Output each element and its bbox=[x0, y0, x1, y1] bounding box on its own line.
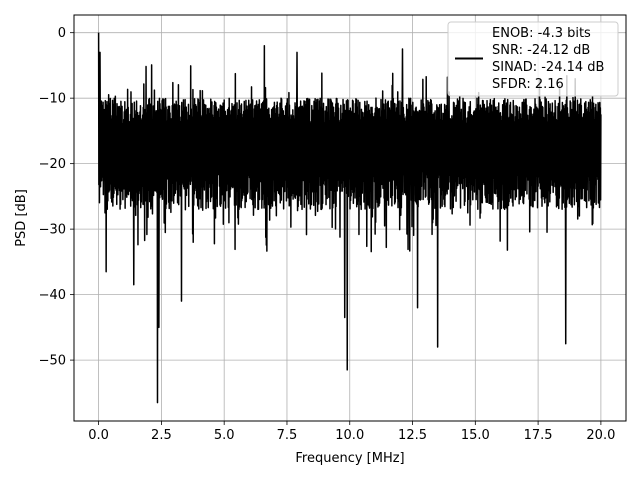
x-tick-label: 5.0 bbox=[214, 428, 235, 443]
x-tick-label: 20.0 bbox=[586, 428, 615, 443]
legend-line-snr: SNR: -24.12 dB bbox=[492, 43, 590, 58]
x-tick-label: 0.0 bbox=[88, 428, 109, 443]
x-tick-label: 15.0 bbox=[461, 428, 490, 443]
legend-line-sinad: SINAD: -24.14 dB bbox=[492, 60, 604, 75]
psd-series bbox=[97, 32, 602, 404]
x-axis-label: Frequency [MHz] bbox=[295, 451, 404, 466]
legend: ENOB: -4.3 bits SNR: -24.12 dB SINAD: -2… bbox=[447, 21, 619, 97]
x-tick-label: 2.5 bbox=[151, 428, 172, 443]
y-tick-label: −10 bbox=[39, 92, 66, 107]
y-axis: 0 −10 −20 −30 −40 −50 bbox=[39, 26, 74, 369]
x-tick-label: 10.0 bbox=[335, 428, 364, 443]
x-axis: 0.0 2.5 5.0 7.5 10.0 12.5 15.0 17.5 20.0 bbox=[88, 421, 615, 443]
legend-box bbox=[447, 21, 619, 97]
y-tick-label: −20 bbox=[39, 157, 66, 172]
y-tick-label: −40 bbox=[39, 288, 66, 303]
y-axis-label: PSD [dB] bbox=[14, 189, 29, 247]
psd-trace bbox=[97, 32, 602, 404]
y-tick-label: −30 bbox=[39, 223, 66, 238]
x-tick-label: 7.5 bbox=[277, 428, 298, 443]
legend-line-sfdr: SFDR: 2.16 bbox=[492, 77, 564, 92]
legend-line-enob: ENOB: -4.3 bits bbox=[492, 26, 591, 41]
y-tick-label: 0 bbox=[58, 26, 66, 41]
x-tick-label: 12.5 bbox=[398, 428, 427, 443]
x-tick-label: 17.5 bbox=[524, 428, 553, 443]
y-tick-label: −50 bbox=[39, 354, 66, 369]
